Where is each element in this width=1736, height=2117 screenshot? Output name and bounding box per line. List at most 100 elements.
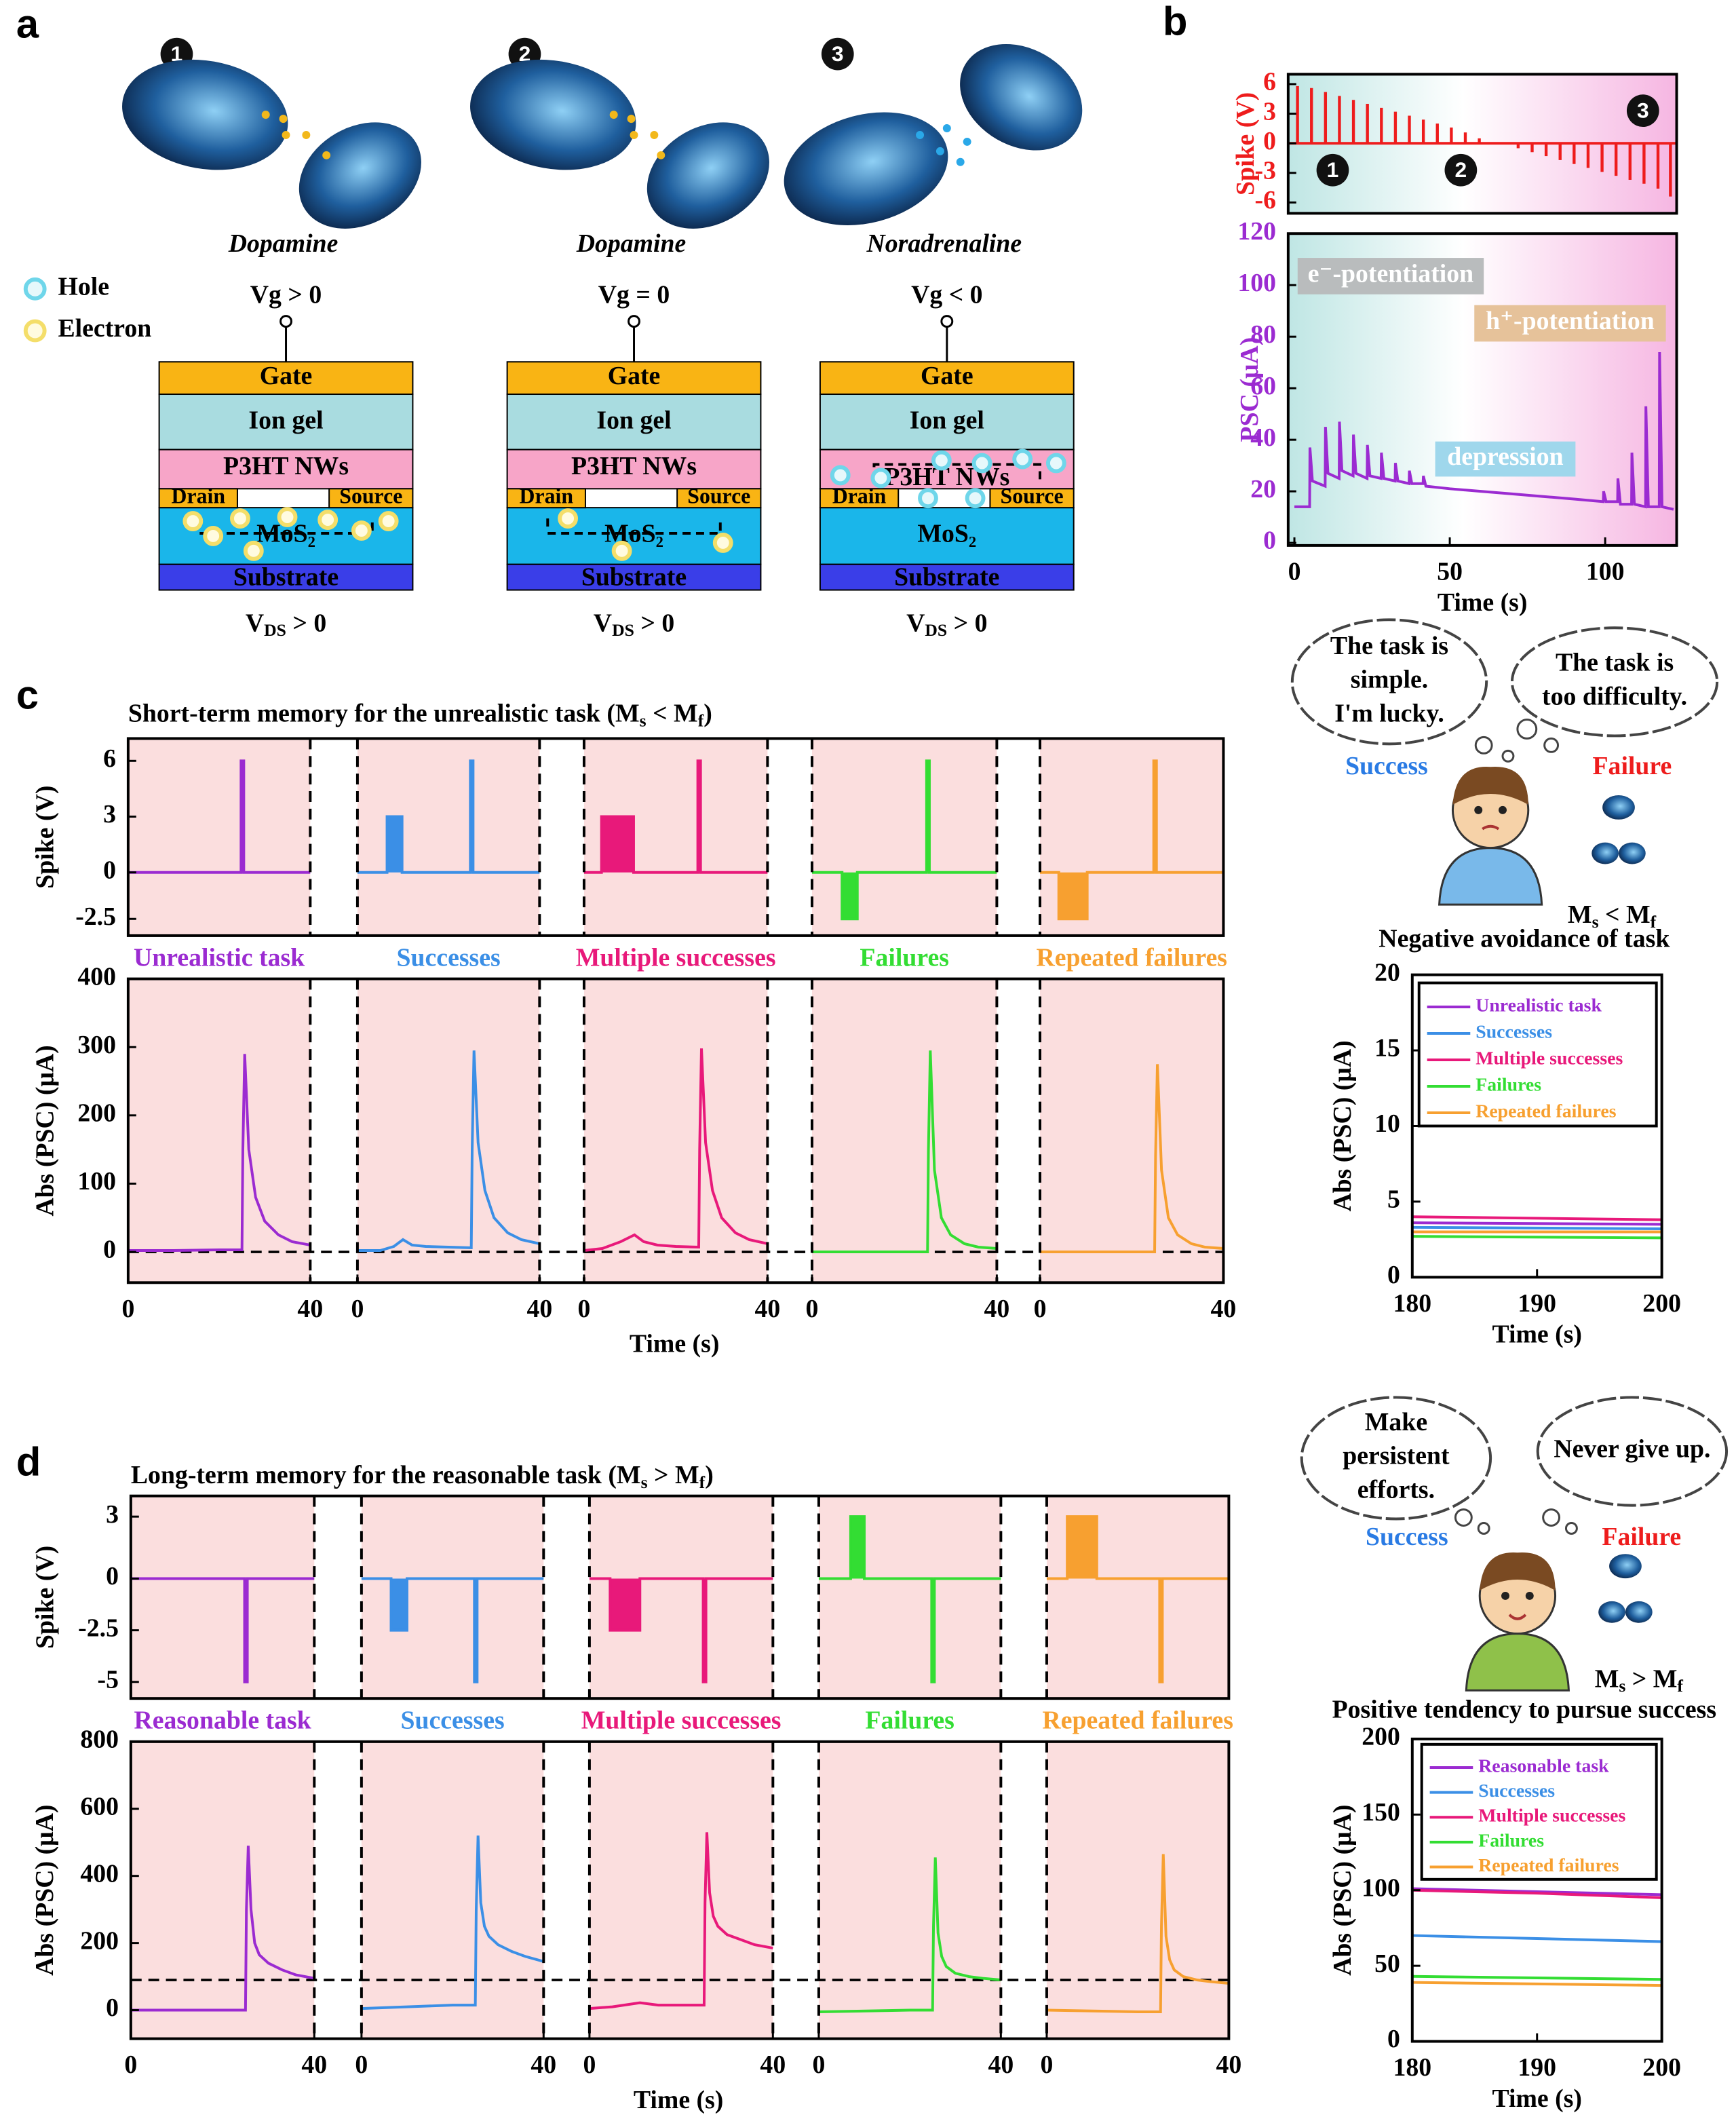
segment-background bbox=[818, 1495, 1001, 1699]
series-line bbox=[1412, 1887, 1662, 1896]
thought-text: persistent bbox=[1343, 1442, 1450, 1470]
plot-frame bbox=[129, 1494, 1231, 1700]
electron-icon bbox=[23, 319, 47, 343]
x-tick-label: 0 bbox=[578, 1295, 591, 1323]
transmitter-dot bbox=[942, 124, 951, 132]
series-label: Failures bbox=[860, 943, 948, 972]
series-line bbox=[583, 1048, 768, 1253]
legend-label: Repeated failures bbox=[1475, 1101, 1616, 1122]
y-tick-label: 6 bbox=[1263, 68, 1276, 96]
series-line bbox=[1040, 759, 1224, 921]
thought-bubble bbox=[1300, 1396, 1492, 1521]
x-tick-label: 180 bbox=[1393, 2053, 1431, 2082]
thought-text: The task is bbox=[1556, 649, 1674, 677]
x-tick-label: 100 bbox=[1586, 557, 1625, 586]
text-part: s bbox=[1619, 1676, 1625, 1696]
plot-frame bbox=[126, 977, 1225, 1284]
layer-label: Drain bbox=[520, 484, 574, 508]
layer-label: Source bbox=[1001, 484, 1064, 508]
y-tick-label: 20 bbox=[1374, 958, 1400, 987]
y-tick-label: 200 bbox=[80, 1926, 119, 1955]
y-tick-label: 3 bbox=[1263, 97, 1276, 126]
text-part: s bbox=[640, 710, 647, 730]
vds-label: VDS > 0 bbox=[246, 609, 326, 640]
series-line bbox=[589, 1832, 773, 2010]
gate-voltage: Vg < 0 bbox=[911, 280, 982, 309]
x-axis-label: Time (s) bbox=[634, 2086, 724, 2114]
transmitter-label: Noradrenaline bbox=[866, 229, 1022, 258]
x-tick-label: 200 bbox=[1642, 2053, 1681, 2082]
segment-background bbox=[361, 1495, 544, 1699]
transmitter-dot bbox=[650, 131, 659, 139]
neuron-icon bbox=[1602, 795, 1635, 820]
x-axis-label: Time (s) bbox=[630, 1329, 720, 1358]
x-tick-label: 0 bbox=[806, 1295, 819, 1323]
p3ht-layer bbox=[158, 449, 414, 490]
layer-label: MoS₂ bbox=[917, 520, 976, 548]
vds-label: VDS > 0 bbox=[594, 609, 674, 640]
electron bbox=[230, 508, 250, 529]
y-axis-label: Spike (V) bbox=[31, 786, 59, 889]
neuron-pre bbox=[470, 59, 636, 170]
layer-label: Substrate bbox=[581, 562, 687, 591]
relation-label: Ms < Mf bbox=[1568, 900, 1657, 932]
y-axis-label: Abs (PSC) (μA) bbox=[1328, 1805, 1357, 1976]
panel-label: d bbox=[16, 1439, 41, 1485]
series-line bbox=[130, 1577, 315, 1683]
hole bbox=[830, 465, 851, 486]
transmitter-dot bbox=[279, 115, 288, 123]
text-part: > 0 bbox=[634, 609, 674, 637]
x-tick-label: 180 bbox=[1393, 1289, 1431, 1318]
x-tick-label: 0 bbox=[812, 2051, 825, 2079]
thought-bubble bbox=[1510, 626, 1719, 738]
y-axis-label: Abs (PSC) (μA) bbox=[31, 1805, 59, 1976]
kid-eye bbox=[1501, 1591, 1509, 1600]
hole bbox=[1012, 449, 1033, 470]
transmitter-dot bbox=[627, 115, 636, 123]
thought-text: Make bbox=[1365, 1408, 1427, 1436]
electron bbox=[611, 540, 632, 561]
segment-background bbox=[1046, 1741, 1229, 2039]
annotation-box bbox=[1435, 441, 1576, 477]
series-line bbox=[357, 1050, 540, 1253]
legend-label: Failures bbox=[1478, 1830, 1544, 1851]
thought-text: The task is bbox=[1330, 632, 1448, 660]
electron bbox=[378, 511, 399, 531]
panel-label: a bbox=[16, 1, 39, 47]
neuron-icon bbox=[1598, 1601, 1625, 1623]
plot-frame bbox=[129, 1740, 1231, 2040]
x-tick-label: 0 bbox=[583, 2051, 596, 2079]
neuron-icon bbox=[1592, 842, 1619, 864]
y-tick-label: 80 bbox=[1250, 320, 1276, 349]
y-tick-label: -5 bbox=[98, 1665, 119, 1694]
y-tick-label: 0 bbox=[103, 1236, 116, 1264]
y-tick-label: 3 bbox=[103, 800, 116, 828]
text-part: DS bbox=[612, 620, 634, 640]
x-axis-label: Time (s) bbox=[1438, 588, 1528, 617]
y-tick-label: 200 bbox=[77, 1099, 116, 1127]
x-tick-label: 40 bbox=[531, 2051, 556, 2079]
x-tick-label: 0 bbox=[351, 1295, 364, 1323]
y-tick-label: 200 bbox=[1362, 1723, 1400, 1751]
failure-label: Failure bbox=[1602, 1523, 1681, 1551]
transmitter-label: Dopamine bbox=[228, 229, 339, 258]
series-line bbox=[1412, 1981, 1662, 1987]
success-label: Success bbox=[1345, 752, 1428, 780]
x-tick-label: 0 bbox=[1034, 1295, 1047, 1323]
layer-label: P3HT NWs bbox=[571, 452, 697, 480]
x-tick-label: 200 bbox=[1642, 1289, 1681, 1318]
series-label: Reasonable task bbox=[134, 1706, 311, 1735]
electron bbox=[317, 510, 339, 530]
legend-label: Reasonable task bbox=[1478, 1755, 1609, 1776]
text-part: < M bbox=[647, 699, 698, 727]
annotation-box bbox=[1297, 258, 1484, 294]
thought-trail bbox=[1564, 1521, 1578, 1535]
text-part: f bbox=[699, 1472, 706, 1492]
segment-background bbox=[589, 1741, 773, 2039]
series-line bbox=[1412, 1225, 1662, 1231]
series-line bbox=[1046, 1515, 1229, 1683]
drain-contact bbox=[158, 488, 238, 509]
carrier-path bbox=[546, 513, 722, 535]
